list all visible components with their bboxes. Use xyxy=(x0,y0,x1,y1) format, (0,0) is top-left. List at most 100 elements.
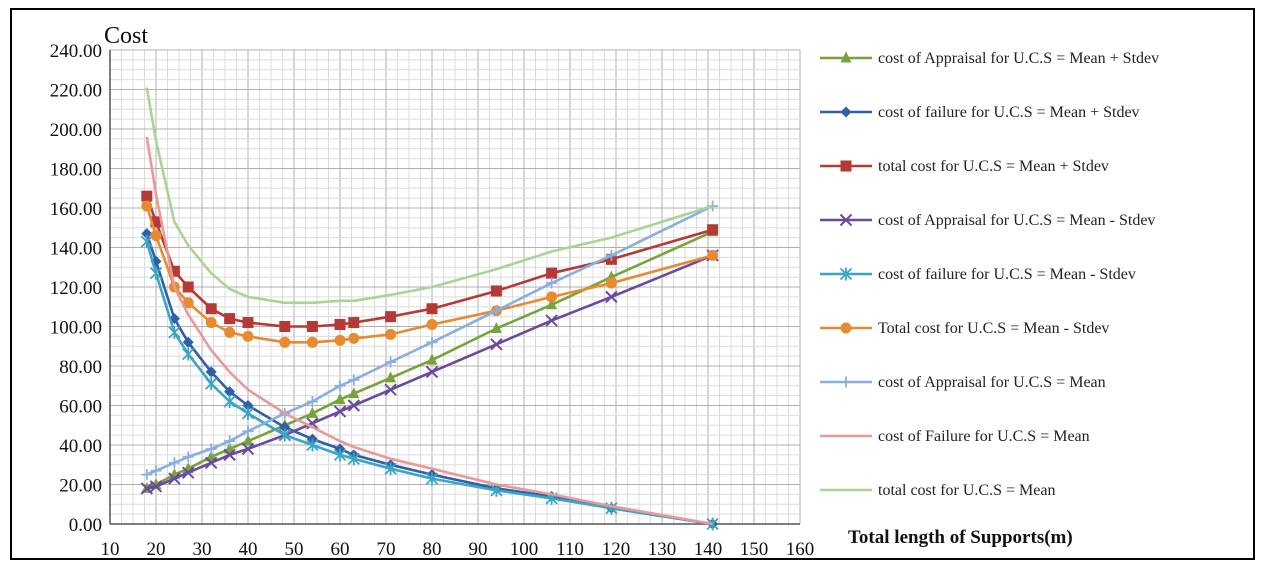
series-2-point xyxy=(182,336,194,348)
series-1-point xyxy=(348,387,360,399)
series-3-point xyxy=(279,321,291,332)
series-5-point xyxy=(425,472,439,486)
legend-label-3: total cost for U.C.S = Mean + Stdev xyxy=(878,158,1109,175)
series-4-point xyxy=(347,399,361,412)
series-4-point xyxy=(490,338,503,351)
legend-marker-3 xyxy=(840,160,852,172)
x-tick-label: 130 xyxy=(648,539,677,560)
series-6-point xyxy=(426,319,438,331)
series-6-point xyxy=(279,336,291,348)
x-tick-label: 80 xyxy=(423,539,442,560)
series-4-point xyxy=(223,448,236,462)
series-1-point xyxy=(334,393,346,405)
series-4-point xyxy=(425,365,439,379)
y-tick-label: 60.00 xyxy=(59,397,102,418)
series-5-point xyxy=(168,325,181,339)
series-1-point xyxy=(224,442,236,454)
y-tick-label: 0.00 xyxy=(69,515,102,536)
series-2-point xyxy=(205,366,217,378)
series-line-9 xyxy=(145,87,713,305)
series-3-point xyxy=(242,317,254,329)
series-7-point xyxy=(334,380,346,392)
x-tick-label: 60 xyxy=(331,539,350,560)
legend-label-7: cost of Appraisal for U.C.S = Mean xyxy=(878,374,1106,391)
legend-label-1: cost of Appraisal for U.C.S = Mean + Std… xyxy=(878,50,1159,67)
y-tick-label: 40.00 xyxy=(59,436,102,457)
legend-marker-2 xyxy=(840,106,852,118)
series-3-point xyxy=(385,311,397,323)
y-tick-label: 20.00 xyxy=(59,476,102,497)
series-4-point xyxy=(605,290,618,304)
series-1-point xyxy=(242,434,254,446)
x-tick-label: 50 xyxy=(285,539,304,560)
legend-label-5: cost of failure for U.C.S = Mean - Stdev xyxy=(878,266,1136,283)
series-1-point xyxy=(546,298,558,310)
series-7-point xyxy=(605,249,617,261)
series-4-point xyxy=(149,480,163,493)
series-4-point xyxy=(168,472,181,485)
y-tick-label: 80.00 xyxy=(59,357,102,378)
x-axis-label: Total length of Supports(m) xyxy=(848,527,1073,548)
series-3-point xyxy=(150,216,162,228)
series-7-point xyxy=(182,451,194,463)
legend-label-8: cost of Failure for U.C.S = Mean xyxy=(878,428,1090,445)
legend-marker-7 xyxy=(840,376,852,388)
series-6-point xyxy=(224,326,236,338)
series-3-point xyxy=(141,190,153,202)
legend-marker-4 xyxy=(839,213,853,227)
y-tick-label: 180.00 xyxy=(50,160,102,181)
series-4-point xyxy=(140,482,154,495)
series-3-point xyxy=(182,281,194,293)
series-5-point xyxy=(490,483,503,497)
legend-marker-6 xyxy=(840,322,852,334)
series-7-point xyxy=(426,336,438,348)
series-3-point xyxy=(168,265,180,277)
series-7-point xyxy=(205,443,217,455)
series-3-point xyxy=(205,303,217,315)
series-1-point xyxy=(426,353,438,365)
series-2-point xyxy=(279,421,291,433)
series-5-point xyxy=(347,452,360,466)
series-3-point xyxy=(490,285,502,297)
series-1-point xyxy=(205,450,217,462)
y-tick-label: 220.00 xyxy=(50,81,102,102)
series-5-point xyxy=(333,448,347,462)
series-6-point xyxy=(546,291,558,303)
series-6-point xyxy=(150,230,162,242)
series-2-point xyxy=(224,386,236,398)
series-6-point xyxy=(605,277,617,289)
series-4-point xyxy=(545,314,558,327)
series-2-point xyxy=(141,228,153,240)
series-6-point xyxy=(242,330,254,342)
y-tick-label: 200.00 xyxy=(50,120,102,141)
series-5-point xyxy=(182,347,195,361)
x-tick-label: 110 xyxy=(556,539,584,560)
series-4-point xyxy=(306,417,319,430)
series-6-point xyxy=(707,249,719,261)
y-tick-label: 120.00 xyxy=(50,278,102,299)
y-axis-label: Cost xyxy=(104,23,148,49)
y-tick-label: 240.00 xyxy=(50,41,102,62)
series-3-point xyxy=(348,317,360,329)
series-4-point xyxy=(384,383,397,396)
series-3-point xyxy=(224,313,236,325)
series-1-point xyxy=(490,321,502,333)
series-7-point xyxy=(141,469,153,481)
x-tick-label: 30 xyxy=(193,539,212,560)
series-5-point xyxy=(223,395,236,409)
legend-label-2: cost of failure for U.C.S = Mean + Stdev xyxy=(878,104,1140,121)
x-tick-label: 20 xyxy=(147,539,166,560)
x-tick-label: 140 xyxy=(694,539,723,560)
y-tick-label: 160.00 xyxy=(50,199,102,220)
series-7-point xyxy=(242,425,254,437)
series-7-point xyxy=(150,465,162,477)
series-1-point xyxy=(306,406,318,418)
x-tick-label: 100 xyxy=(510,539,539,560)
legend-marker-5 xyxy=(839,267,853,281)
y-tick-label: 100.00 xyxy=(50,318,102,339)
x-tick-label: 150 xyxy=(740,539,769,560)
series-7-point xyxy=(168,457,180,469)
series-4-point xyxy=(181,466,195,479)
legend-label-9: total cost for U.C.S = Mean xyxy=(878,482,1055,499)
